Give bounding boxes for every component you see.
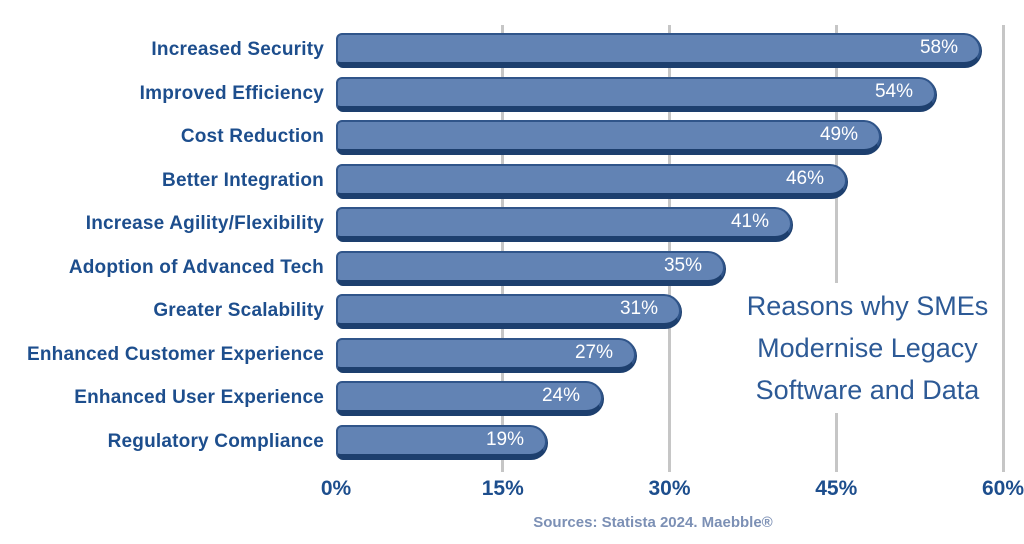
- category-label: Increase Agility/Flexibility: [85, 213, 324, 234]
- x-axis-tick-label: 45%: [815, 477, 858, 500]
- x-axis-tick-label: 60%: [981, 477, 1024, 500]
- x-axis-tick-label: 30%: [648, 477, 691, 500]
- bar: 46%: [336, 163, 847, 198]
- category-label: Cost Reduction: [180, 126, 324, 147]
- category-label: Greater Scalability: [153, 300, 324, 321]
- value-label: 46%: [785, 167, 824, 189]
- category-label: Enhanced Customer Experience: [26, 343, 324, 365]
- chart-title-line: Reasons why SMEs: [746, 291, 989, 321]
- value-label: 27%: [574, 341, 613, 363]
- value-label: 31%: [619, 298, 658, 319]
- x-axis-tick-label: 15%: [481, 477, 524, 500]
- bar-row: Increase Agility/Flexibility 41%: [0, 207, 1024, 241]
- gridline: [1001, 25, 1005, 472]
- bar: 31%: [336, 294, 681, 328]
- bar: 27%: [336, 337, 636, 372]
- category-label: Adoption of Advanced Tech: [68, 256, 324, 278]
- category-label: Increased Security: [151, 39, 324, 60]
- bar-row: Enhanced Customer Experience 27%: [0, 337, 1024, 372]
- category-label: Improved Efficiency: [139, 82, 324, 104]
- bar-row: Adoption of Advanced Tech 35%: [0, 250, 1024, 285]
- chart-title-line: Software and Data: [755, 375, 980, 405]
- bar: 41%: [336, 207, 792, 241]
- bar-row: Increased Security 58%: [0, 33, 1024, 67]
- bar-row: Enhanced User Experience 24%: [0, 381, 1024, 415]
- source-caption: Sources: Statista 2024. Maebble®: [533, 514, 773, 531]
- bar: 19%: [336, 424, 547, 459]
- bar-row: Better Integration 46%: [0, 163, 1024, 198]
- bar: 24%: [336, 381, 603, 415]
- x-axis-tick-label: 0%: [320, 477, 352, 500]
- bar-row: Cost Reduction 49%: [0, 120, 1024, 154]
- value-label: 19%: [485, 428, 524, 450]
- value-label: 54%: [874, 80, 913, 102]
- value-label: 41%: [730, 211, 769, 232]
- value-label: 49%: [819, 124, 858, 145]
- bar-row: Improved Efficiency 54%: [0, 76, 1024, 111]
- gridline: [834, 25, 838, 472]
- value-label: 58%: [919, 37, 958, 58]
- bar: 54%: [336, 76, 936, 111]
- bar-row: Regulatory Compliance 19%: [0, 424, 1024, 459]
- gridline: [501, 25, 505, 472]
- gridline: [668, 25, 671, 472]
- value-label: 35%: [663, 254, 702, 276]
- bar: 35%: [336, 250, 725, 285]
- chart-title-box: Reasons why SMEs Modernise Legacy Softwa…: [733, 283, 1002, 413]
- category-label: Regulatory Compliance: [107, 430, 324, 452]
- bar: 58%: [336, 33, 981, 67]
- category-label: Enhanced User Experience: [74, 387, 324, 408]
- value-label: 24%: [541, 385, 580, 406]
- category-label: Better Integration: [162, 169, 324, 191]
- chart-title-line: Modernise Legacy: [757, 333, 978, 363]
- bar-row: Greater Scalability 31%: [0, 294, 1024, 328]
- bar: 49%: [336, 120, 881, 154]
